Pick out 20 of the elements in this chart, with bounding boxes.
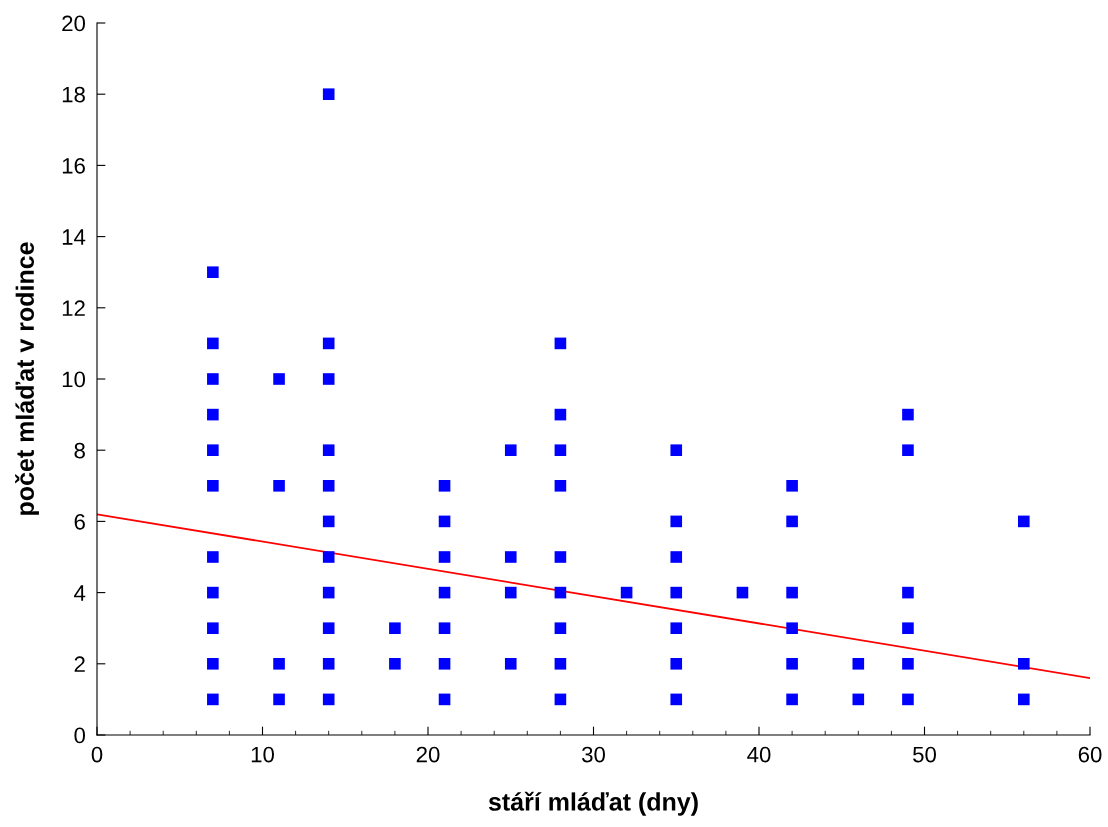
y-tick-label: 2 <box>74 656 85 672</box>
y-tick-label: 16 <box>62 157 85 174</box>
x-tick-label: 10 <box>251 746 274 763</box>
x-tick-label: 0 <box>91 746 103 763</box>
y-tick-label: 14 <box>62 229 86 245</box>
y-tick-label: 6 <box>74 513 85 530</box>
y-tick-label: 18 <box>62 86 85 103</box>
y-tick-label: 8 <box>74 442 85 459</box>
x-axis-title: stáří mláďat (dny) <box>488 791 698 816</box>
x-tick-label: 30 <box>581 746 605 763</box>
x-tick-label: 40 <box>747 746 771 763</box>
y-tick-label: 12 <box>62 300 85 316</box>
y-tick-label: 10 <box>62 371 86 388</box>
x-tick-label: 20 <box>416 746 440 763</box>
x-tick-label: 60 <box>1078 746 1102 763</box>
x-tick-label: 50 <box>913 746 936 763</box>
y-tick-label: 4 <box>74 585 86 601</box>
y-tick-label: 20 <box>62 15 86 32</box>
y-tick-label: 0 <box>74 727 86 744</box>
y-axis-title: počet mláďat v rodince <box>15 242 39 515</box>
